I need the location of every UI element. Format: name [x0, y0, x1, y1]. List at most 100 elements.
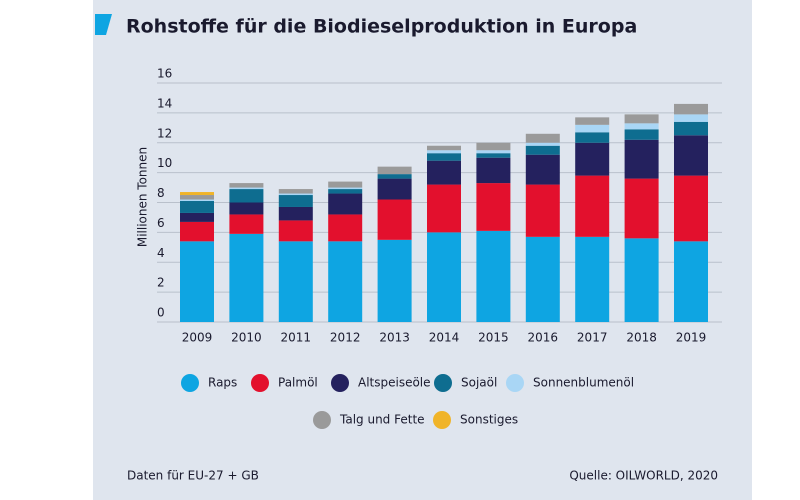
legend-swatch	[331, 374, 349, 392]
x-tick-label: 2009	[182, 331, 213, 345]
bar-segment	[427, 153, 461, 161]
bar-segment	[377, 239, 412, 322]
bar-segment	[377, 166, 412, 175]
bar-segment	[525, 154, 560, 185]
bar-segment	[575, 175, 610, 237]
legend-swatch	[433, 411, 451, 429]
y-tick-label: 8	[157, 186, 165, 200]
bar-segment	[525, 145, 560, 155]
bar-segment	[278, 220, 313, 242]
legend-swatch	[506, 374, 524, 392]
bar-segment	[229, 189, 264, 203]
bar-segment	[229, 214, 264, 234]
legend-swatch	[313, 411, 331, 429]
bar-segment	[328, 214, 363, 242]
bar-segment	[674, 103, 708, 115]
bar-segment	[624, 123, 659, 130]
y-tick-label: 16	[157, 67, 172, 81]
x-tick-label: 2019	[676, 331, 707, 345]
bar-segment	[180, 195, 214, 200]
legend-label: Sonnenblumenöl	[533, 376, 634, 390]
bar-segment	[624, 129, 659, 140]
x-tick-label: 2010	[231, 331, 262, 345]
y-tick-label: 0	[157, 306, 165, 320]
bar-segment	[180, 199, 214, 202]
bar-segment	[278, 241, 313, 322]
bar-segment	[278, 189, 313, 194]
y-tick-label: 10	[157, 156, 172, 170]
y-tick-label: 2	[157, 276, 165, 290]
bar-segment	[427, 150, 461, 154]
bar-segment	[229, 187, 264, 190]
bar-segment	[525, 236, 560, 322]
bar-segment	[427, 145, 461, 151]
bar-segment	[427, 184, 461, 233]
legend-label: Palmöl	[278, 376, 318, 390]
x-tick-label: 2011	[281, 331, 312, 345]
x-tick-label: 2012	[330, 331, 361, 345]
bar-segment	[229, 202, 264, 215]
bar-segment	[328, 193, 363, 215]
legend-label: Sonstiges	[460, 413, 518, 427]
bar-segment	[624, 114, 659, 124]
x-tick-label: 2014	[429, 331, 460, 345]
title-icon	[95, 14, 112, 35]
y-tick-label: 6	[157, 216, 165, 230]
bar-segment	[377, 174, 412, 179]
bar-segment	[575, 132, 610, 143]
bar-segment	[278, 195, 313, 207]
bar-segment	[427, 160, 461, 185]
bar-segment	[229, 233, 264, 322]
bar-segment	[476, 142, 511, 151]
bar-segment	[476, 150, 511, 154]
bar-segment	[525, 133, 560, 143]
legend-label: Sojaöl	[461, 376, 497, 390]
bar-segment	[328, 181, 363, 188]
bar-segment	[674, 114, 708, 122]
bar-segment	[278, 206, 313, 221]
bar-segment	[328, 189, 363, 194]
bar-segment	[328, 241, 363, 322]
bar-segment	[674, 121, 708, 136]
y-axis-label: Millionen Tonnen	[136, 147, 150, 247]
bar-segment	[427, 232, 461, 322]
bar-segment	[525, 184, 560, 237]
x-tick-label: 2015	[478, 331, 509, 345]
legend-swatch	[251, 374, 269, 392]
footnote: Daten für EU-27 + GB	[127, 469, 259, 483]
bar-segment	[476, 153, 511, 158]
bar-segment	[377, 178, 412, 200]
bar-segment	[525, 142, 560, 146]
bar-segment	[624, 178, 659, 239]
bar-segment	[575, 124, 610, 133]
legend-label: Altspeiseöle	[358, 376, 431, 390]
bar-segment	[674, 135, 708, 176]
bar-segment	[180, 221, 214, 242]
bar-segment	[674, 175, 708, 242]
bar-segment	[180, 241, 214, 322]
bar-segment	[229, 183, 264, 188]
bar-segment	[180, 192, 214, 196]
x-tick-label: 2016	[528, 331, 559, 345]
x-tick-label: 2018	[626, 331, 657, 345]
bar-segment	[624, 238, 659, 322]
bar-segment	[674, 241, 708, 322]
bar-segment	[278, 193, 313, 196]
y-tick-label: 12	[157, 126, 172, 140]
source: Quelle: OILWORLD, 2020	[569, 469, 718, 483]
legend-swatch	[181, 374, 199, 392]
x-tick-label: 2013	[379, 331, 410, 345]
legend-label: Raps	[208, 376, 237, 390]
bar-segment	[476, 157, 511, 184]
bar-segment	[575, 142, 610, 176]
bar-segment	[575, 117, 610, 125]
bar-segment	[180, 212, 214, 222]
y-tick-label: 14	[157, 96, 172, 110]
bar-segment	[328, 187, 363, 190]
bar-segment	[476, 183, 511, 231]
chart-title: Rohstoffe für die Biodieselproduktion in…	[126, 16, 637, 38]
bar-segment	[476, 230, 511, 322]
bar-segment	[377, 199, 412, 240]
legend-swatch	[434, 374, 452, 392]
